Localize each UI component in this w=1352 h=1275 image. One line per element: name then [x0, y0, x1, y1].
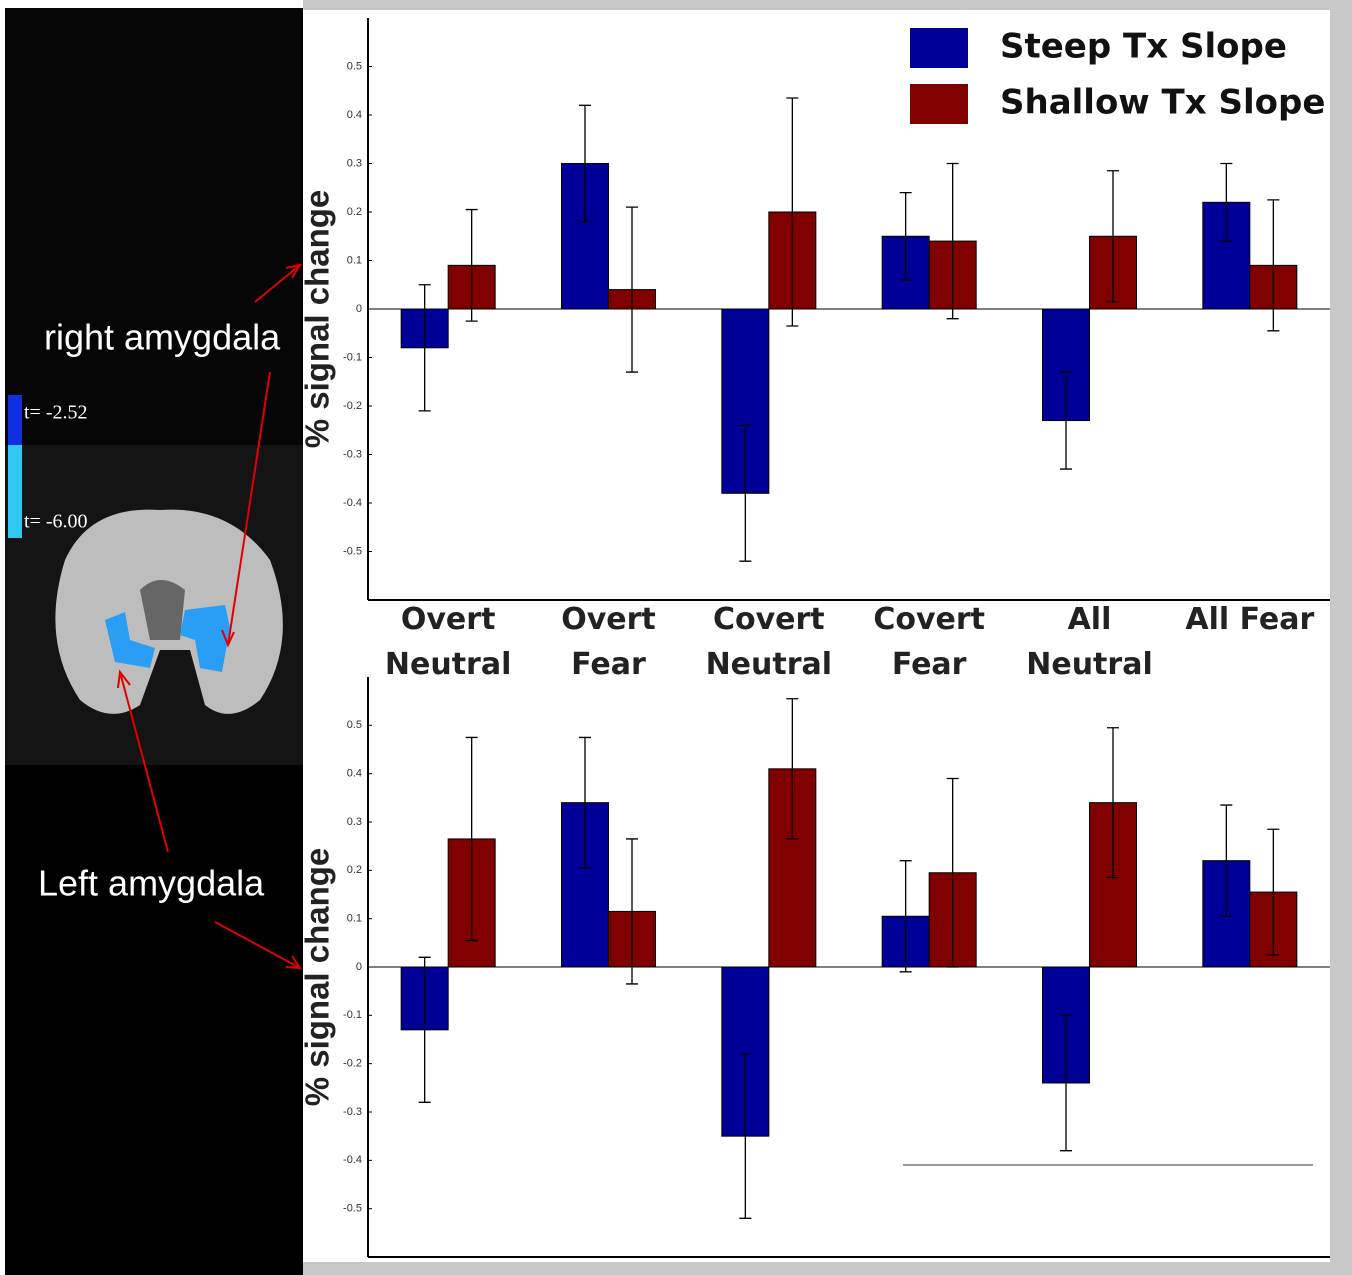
- region-label: Left amygdala: [38, 863, 265, 904]
- y-tick-label: 0.3: [347, 816, 362, 828]
- legend-label: Steep Tx Slope: [1000, 27, 1287, 67]
- y-tick-label: -0.1: [343, 1009, 362, 1021]
- y-axis-label: % signal change: [299, 848, 336, 1107]
- region-label: right amygdala: [44, 317, 281, 358]
- y-tick-label: 0.1: [347, 254, 362, 266]
- colorbar-label: t= -6.00: [24, 511, 88, 533]
- colorbar-top: [8, 395, 22, 445]
- y-tick-label: -0.3: [343, 1106, 362, 1118]
- y-tick-label: -0.1: [343, 351, 362, 363]
- x-tick-label: Overt Fear: [534, 597, 684, 687]
- x-tick-label: All Neutral: [1015, 597, 1165, 687]
- y-tick-label: 0.4: [347, 768, 362, 780]
- y-axis-label: % signal change: [299, 190, 336, 449]
- y-tick-label: 0: [356, 961, 362, 973]
- colorbar-bottom: [8, 445, 22, 538]
- y-tick-label: -0.2: [343, 1058, 362, 1070]
- x-tick-label: All Fear: [1175, 597, 1325, 642]
- y-tick-label: -0.2: [343, 400, 362, 412]
- y-tick-label: 0.2: [347, 864, 362, 876]
- colorbar-label: t= -2.52: [24, 402, 88, 424]
- y-tick-label: -0.5: [343, 1203, 362, 1215]
- y-tick-label: 0.3: [347, 157, 362, 169]
- y-tick-label: -0.4: [343, 497, 362, 509]
- brain-panel-lower: [5, 765, 303, 1275]
- y-tick-label: 0: [356, 303, 362, 315]
- legend-swatch: [910, 84, 968, 124]
- y-tick-label: 0.5: [347, 60, 362, 72]
- x-tick-label: Covert Fear: [854, 597, 1004, 687]
- page: t= -2.52 t= -6.00 right amygdala Left am…: [0, 0, 1352, 1275]
- y-tick-label: 0.2: [347, 206, 362, 218]
- y-tick-label: -0.5: [343, 545, 362, 557]
- y-tick-label: -0.4: [343, 1154, 362, 1166]
- legend-label: Shallow Tx Slope: [1000, 83, 1325, 123]
- x-tick-label: Overt Neutral: [373, 597, 523, 687]
- legend-swatch: [910, 28, 968, 68]
- y-tick-label: -0.3: [343, 448, 362, 460]
- x-tick-label: Covert Neutral: [694, 597, 844, 687]
- y-tick-label: 0.4: [347, 109, 362, 121]
- y-tick-label: 0.5: [347, 719, 362, 731]
- y-tick-label: 0.1: [347, 913, 362, 925]
